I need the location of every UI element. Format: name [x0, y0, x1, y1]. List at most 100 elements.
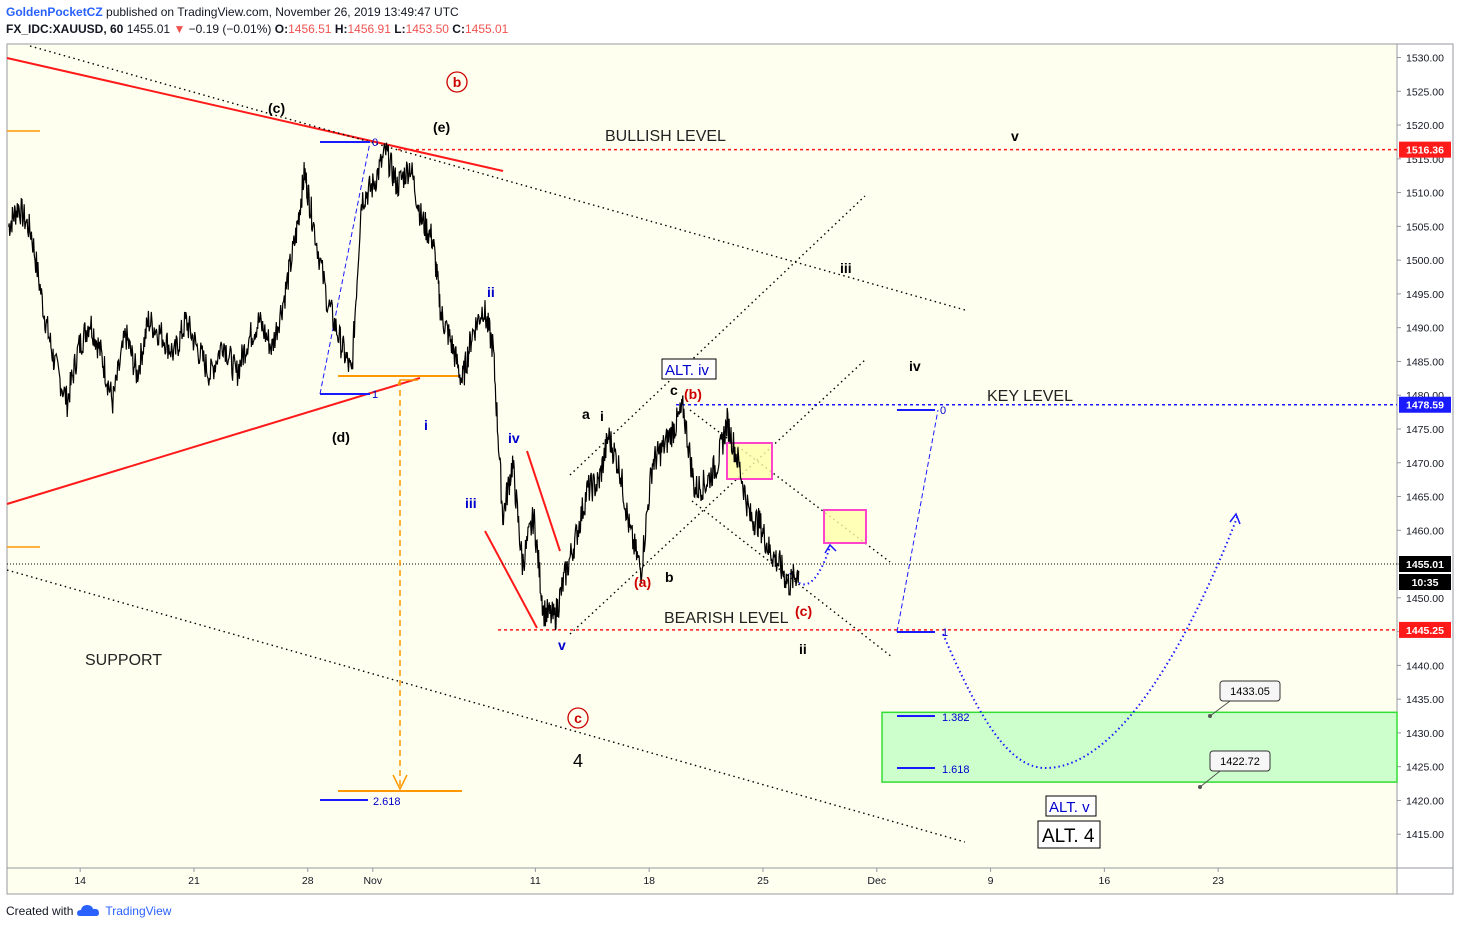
forecast-short-dotted: [789, 546, 831, 586]
open-value: 1456.51: [288, 22, 332, 36]
low-value: 1453.50: [405, 22, 449, 36]
callout-1422: 1422.72: [1220, 756, 1260, 768]
y-tick-label: 1420.00: [1406, 795, 1444, 807]
published-text: published on TradingView.com, November 2…: [106, 5, 459, 19]
x-tick-label: Dec: [867, 875, 886, 887]
y-tick-label: 1475.00: [1406, 424, 1444, 436]
y-tick-label: 1450.00: [1406, 593, 1444, 605]
y-tick-label: 1440.00: [1406, 660, 1444, 672]
author-link[interactable]: GoldenPocketCZ: [6, 5, 103, 19]
last-price: 1455.01: [126, 22, 171, 36]
y-tick-label: 1485.00: [1406, 356, 1444, 368]
x-tick-label: 9: [988, 875, 994, 887]
wave-c: c: [670, 382, 678, 398]
upper-channel-dotted-line: [29, 45, 966, 311]
y-tick-label: 1500.00: [1406, 255, 1444, 267]
price-axis[interactable]: [1396, 43, 1454, 895]
key-level-label: KEY LEVEL: [987, 388, 1073, 405]
wave-b-paren: (b): [684, 386, 702, 402]
orange-arrow-head: [392, 774, 408, 791]
fib-zero-label-left: 0: [372, 137, 378, 149]
wave-b-circle-ring: [446, 71, 468, 93]
wave-black-i: i: [600, 408, 604, 424]
fib-zero-label-right: 0: [940, 405, 946, 417]
wave-c-paren-red: (c): [795, 603, 812, 619]
forecast-arrow: [1229, 512, 1241, 525]
x-tick-labels: 14 21 28 Nov 11 18 25 Dec 9 16 23: [74, 868, 1224, 887]
wave-d-paren: (d): [332, 429, 350, 445]
wave-black-iv: iv: [909, 358, 921, 374]
callout-1422-box: [1209, 750, 1271, 772]
fib-dashed-left: [319, 141, 371, 395]
price-level-tag-1445.25: 1445.25: [1406, 625, 1444, 637]
y-tick-label: 1490.00: [1406, 323, 1444, 335]
price-level-tag-bg: [1399, 555, 1451, 572]
wave-blue-iii: iii: [465, 495, 477, 511]
wave-blue-iv: iv: [508, 430, 520, 446]
close-label: C:: [452, 22, 465, 36]
wave-a-paren: (a): [634, 574, 651, 590]
price-level-tags: 1516.36 1478.59 1455.01 1445.25 10:35: [1399, 141, 1451, 638]
wave-c-circle: c: [574, 710, 582, 726]
x-tick-label: 23: [1212, 875, 1224, 887]
wave-blue-v: v: [558, 637, 566, 653]
fib-one-label-right: 1: [942, 627, 948, 639]
price-level-tag-1478.59: 1478.59: [1406, 400, 1444, 412]
wave-black-iii: iii: [840, 260, 852, 276]
callout-1433-pointer: [1209, 700, 1231, 717]
x-tick-label: 28: [302, 875, 314, 887]
y-tick-label: 1460.00: [1406, 525, 1444, 537]
y-tick-label: 1425.00: [1406, 762, 1444, 774]
y-tick-label: 1465.00: [1406, 492, 1444, 504]
price-level-tag-bg: [1399, 141, 1451, 158]
high-value: 1456.91: [347, 22, 391, 36]
orange-arrow-tail: [397, 379, 418, 386]
y-tick-label: 1505.00: [1406, 221, 1444, 233]
down-arrow-icon: ▼: [173, 22, 186, 36]
y-tick-label: 1520.00: [1406, 120, 1444, 132]
callout-1433: 1433.05: [1230, 686, 1270, 698]
y-tick-label: 1525.00: [1406, 86, 1444, 98]
y-tick-label: 1435.00: [1406, 694, 1444, 706]
triangle-lower-red-line: [6, 377, 421, 505]
annotation-labels: BULLISH LEVEL BEARISH LEVEL KEY LEVEL SUPPO…: [85, 71, 1281, 849]
y-tick-label: 1530.00: [1406, 53, 1444, 65]
symbol-label[interactable]: FX_IDC:XAUUSD, 60: [6, 22, 124, 36]
wave-c-circle-ring: [567, 707, 589, 729]
tradingview-brand-link[interactable]: TradingView: [105, 904, 172, 918]
publish-line: GoldenPocketCZ published on TradingView.…: [6, 4, 508, 21]
fib-2618-label: 2.618: [373, 796, 401, 808]
triangle-upper-red-line: [6, 57, 504, 172]
rising-channel-lower-dotted: [569, 359, 866, 635]
wave-e-paren: (e): [433, 119, 450, 135]
wave-blue-i: i: [424, 417, 428, 433]
callout-1422-anchor: [1198, 785, 1202, 789]
callout-1433-box: [1219, 680, 1281, 702]
price-line: [8, 142, 800, 631]
alt-4-label: ALT. 4: [1042, 826, 1095, 847]
bearish-level-label: BEARISH LEVEL: [664, 610, 789, 627]
wave-red-line-upper: [526, 450, 561, 552]
created-with-text: Created with: [6, 904, 74, 918]
x-tick-label: 25: [757, 875, 769, 887]
bullish-level-label: BULLISH LEVEL: [605, 128, 726, 145]
x-tick-label: 11: [530, 875, 541, 887]
callout-1433-anchor: [1208, 714, 1212, 718]
fib-1382-label: 1.382: [942, 712, 970, 724]
wave-4-label: 4: [573, 751, 583, 771]
countdown-tag: 10:35: [1412, 577, 1439, 589]
wave-red-line-lower: [484, 530, 538, 629]
alt-iv-box: [661, 358, 717, 380]
falling-channel-upper-dotted: [689, 409, 891, 563]
y-tick-label: 1470.00: [1406, 458, 1444, 470]
chart-footer: Created with TradingView: [6, 904, 171, 918]
support-label: SUPPORT: [85, 652, 162, 669]
tradingview-cloud-icon[interactable]: [77, 904, 101, 918]
fib-1618-label: 1.618: [942, 764, 970, 776]
wave-black-v: v: [1011, 128, 1019, 144]
close-value: 1455.01: [464, 22, 509, 36]
countdown-tag-bg: [1399, 573, 1451, 590]
callout-1422-pointer: [1199, 770, 1221, 788]
wave-blue-ii: ii: [487, 284, 495, 300]
